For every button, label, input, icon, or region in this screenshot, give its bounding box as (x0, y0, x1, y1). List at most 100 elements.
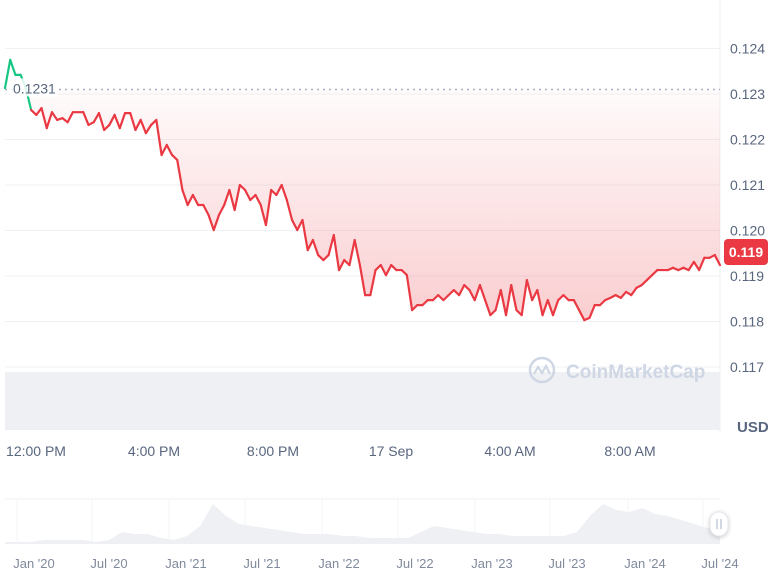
price-segment (463, 284, 471, 292)
svg-text:0.119: 0.119 (729, 244, 763, 260)
x-tick-label: 4:00 AM (484, 443, 535, 459)
navigator-tick-label: Jan '22 (318, 556, 360, 571)
price-segment (332, 233, 341, 272)
price-segment (531, 289, 539, 302)
price-segment (348, 238, 356, 267)
price-segment (447, 289, 455, 297)
price-segment (551, 299, 560, 317)
price-segment (40, 107, 48, 130)
y-tick-label: 0.122 (730, 132, 765, 148)
price-segment (264, 188, 273, 227)
price-segment (640, 278, 649, 287)
y-tick-label: 0.118 (730, 314, 764, 330)
price-segment (557, 294, 565, 302)
x-tick-label: 8:00 PM (247, 443, 299, 459)
price-segment (202, 203, 210, 217)
navigator-tick-label: Jul '23 (548, 556, 585, 571)
price-line (3, 58, 722, 322)
price-segment (541, 299, 549, 317)
price-segment (155, 118, 163, 157)
price-segment (3, 58, 12, 90)
svg-text:0.1231: 0.1231 (13, 80, 56, 96)
svg-text:CoinMarketCap: CoinMarketCap (566, 362, 705, 383)
price-segment (186, 193, 194, 207)
price-segment (379, 263, 388, 277)
price-segment (327, 233, 335, 257)
price-segment (296, 218, 304, 232)
price-segment (97, 112, 106, 132)
price-segment (405, 273, 414, 312)
price-segment (358, 263, 367, 297)
price-segment (243, 188, 252, 202)
price-segment (410, 304, 419, 312)
y-tick-label: 0.120 (730, 223, 765, 239)
navigator-tick-label: Jan '24 (624, 556, 666, 571)
price-segment (254, 193, 262, 207)
price-segment (66, 111, 74, 124)
price-segment (457, 284, 466, 297)
price-segment (598, 299, 607, 307)
navigator-handle[interactable] (709, 511, 729, 537)
price-segment (306, 238, 315, 252)
price-segment (384, 263, 393, 277)
x-tick-label: 12:00 PM (6, 443, 66, 459)
price-segment (494, 289, 502, 312)
price-segment (144, 123, 153, 135)
price-segment (181, 188, 189, 207)
navigator-tick-label: Jan '21 (165, 556, 207, 571)
price-segment (499, 289, 508, 317)
price-segment (139, 118, 148, 135)
price-segment (468, 289, 476, 302)
navigator-tick-label: Jul '20 (90, 556, 127, 571)
price-segment (687, 260, 696, 272)
navigator[interactable]: Jan '20 Jul '20 Jan '21 Jul '21 Jan '22 Jul '… (5, 498, 739, 571)
price-segment (546, 299, 555, 317)
price-segment (118, 112, 127, 130)
price-segment (249, 193, 257, 202)
price-segment (92, 112, 101, 124)
price-segment (437, 294, 445, 302)
price-segment (525, 278, 534, 302)
volume-area (5, 372, 720, 430)
price-segment (223, 188, 231, 207)
price-segment (504, 284, 513, 317)
price-segment (536, 289, 544, 317)
price-segment (651, 268, 659, 277)
navigator-x-axis: Jan '20 Jul '20 Jan '21 Jul '21 Jan '22 Jul '… (13, 556, 738, 571)
current-price-tag: 0.119 (724, 239, 768, 265)
y-tick-label: 0.119 (730, 268, 764, 284)
price-segment (290, 218, 299, 232)
price-segment (165, 143, 174, 157)
price-segment (484, 299, 492, 317)
price-segment (45, 111, 54, 130)
currency-label: USD (737, 419, 768, 436)
price-segment (562, 294, 570, 302)
price-segment (645, 273, 654, 282)
price-segment (275, 183, 283, 197)
price-segment (259, 203, 268, 227)
y-axis: 0.124 0.123 0.122 0.121 0.120 0.119 0.118 0.117 (730, 41, 765, 376)
price-segment (390, 263, 398, 272)
price-segment (103, 123, 111, 132)
price-segment (191, 193, 200, 207)
price-segment (630, 286, 638, 297)
navigator-tick-label: Jan '20 (13, 556, 55, 571)
y-tick-label: 0.117 (730, 359, 764, 375)
price-segment (35, 107, 43, 117)
price-segment (113, 113, 121, 130)
y-tick-label: 0.123 (730, 86, 765, 102)
price-segment (108, 113, 116, 127)
price-segment (233, 183, 241, 212)
price-segment (478, 284, 487, 302)
x-tick-label: 17 Sep (369, 443, 414, 459)
price-segment (160, 143, 168, 157)
price-segment (520, 278, 528, 317)
price-segment (713, 253, 722, 267)
price-segment (421, 299, 429, 307)
price-segment (692, 260, 701, 272)
price-segment (270, 188, 278, 197)
navigator-area (5, 504, 720, 544)
price-segment (285, 198, 294, 222)
watermark: CoinMarketCap (528, 356, 705, 384)
